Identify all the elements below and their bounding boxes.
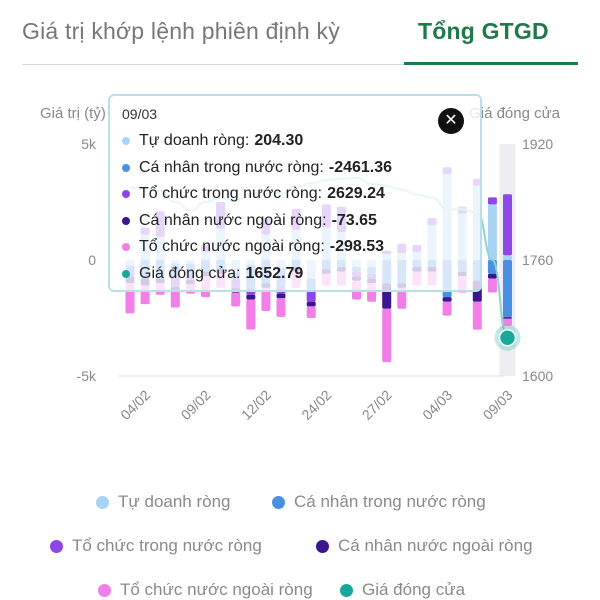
right-tick-label: 1760	[522, 252, 553, 268]
tooltip-panel: 09/03 ✕ Tự doanh ròng:204.30 Cá nhân tro…	[108, 94, 482, 292]
bar-segment	[503, 260, 512, 318]
legend-dot-icon	[272, 495, 285, 509]
x-tick-label: 12/02	[238, 387, 274, 423]
bar-segment	[503, 255, 512, 260]
bar-segment	[503, 194, 512, 256]
tooltip-row-label: Tổ chức trong nước ròng	[139, 185, 318, 203]
tooltip-row-label: Tổ chức nước ngoài ròng	[139, 238, 321, 256]
bar-segment	[487, 278, 497, 293]
dot-icon	[122, 216, 130, 225]
tab-periodic-matched-value[interactable]: Giá trị khớp lệnh phiên định kỳ	[22, 18, 340, 44]
x-tick-label: 04/02	[117, 387, 153, 423]
legend-dot-icon	[96, 495, 109, 509]
tooltip-row-value: -73.65	[331, 211, 377, 229]
close-icon[interactable]: ✕	[438, 108, 464, 134]
left-axis-ticks: 5k 0 -5k	[77, 136, 97, 384]
tooltip-row-value: 2629.24	[327, 185, 385, 203]
legend-item-ca-nhan-nuoc-ngoai[interactable]: Cá nhân nước ngoài ròng	[316, 536, 533, 556]
tooltip-row-value: -2461.36	[328, 158, 393, 176]
tooltip-row-to-chuc-trong-nuoc: Tổ chức trong nước ròng:2629.24	[122, 181, 392, 208]
legend-item-ca-nhan-trong-nuoc[interactable]: Cá nhân trong nước ròng	[272, 492, 486, 512]
bar-segment	[306, 290, 316, 302]
tooltip-row-label: Cá nhân nước ngoài ròng	[139, 211, 323, 229]
left-tick-label: 5k	[81, 136, 97, 152]
tab-bar: Giá trị khớp lệnh phiên định kỳ Tổng GTG…	[0, 0, 600, 66]
right-tick-label: 1920	[522, 136, 553, 152]
tooltip-row-ca-nhan-nuoc-ngoai: Cá nhân nước ngoài ròng: -73.65	[122, 208, 392, 235]
bar-segment	[397, 287, 407, 309]
legend-item-to-chuc-nuoc-ngoai[interactable]: Tổ chức nước ngoài ròng	[98, 580, 313, 600]
tooltip-row-value: -298.53	[329, 238, 385, 256]
bar-segment	[442, 297, 452, 302]
dot-icon	[122, 243, 130, 252]
tab-total-trading-value[interactable]: Tổng GTGD	[418, 18, 549, 44]
bar-segment	[306, 306, 316, 318]
legend-label: Cá nhân nước ngoài ròng	[338, 536, 533, 555]
dot-icon	[122, 137, 130, 146]
bar-segment	[246, 299, 256, 330]
bar-segment	[472, 301, 482, 330]
selected-point-marker[interactable]	[494, 324, 521, 351]
tooltip-date: 09/03	[122, 106, 158, 122]
right-axis-title: Giá đóng cửa	[469, 105, 561, 122]
dot-icon	[122, 190, 130, 199]
tooltip-row-label: Tự doanh ròng	[139, 132, 245, 150]
right-axis-ticks: 1920 1760 1600	[522, 136, 553, 384]
tooltip-row-label: Cá nhân trong nước ròng	[139, 158, 320, 176]
legend-label: Tổ chức nước ngoài ròng	[120, 580, 313, 599]
tooltip-row-gia-dong-cua: Giá đóng cửa:1652.79	[122, 261, 392, 288]
legend-dot-icon	[340, 583, 353, 597]
bar-segment	[503, 318, 512, 326]
legend-label: Tổ chức trong nước ròng	[72, 536, 262, 555]
bar-segment	[487, 273, 497, 279]
legend-label: Giá đóng cửa	[362, 580, 466, 599]
x-tick-label: 24/02	[298, 387, 334, 423]
tooltip-row-value: 1652.79	[245, 264, 304, 282]
legend-dot-icon	[316, 539, 329, 553]
bar-segment	[276, 293, 286, 299]
bar-segment	[442, 301, 452, 316]
left-tick-label: 0	[88, 252, 96, 268]
tooltip-row-ca-nhan-trong-nuoc: Cá nhân trong nước ròng: -2461.36	[122, 155, 392, 182]
legend-item-tu-doanh[interactable]: Tự doanh ròng	[96, 492, 231, 512]
tab-divider	[22, 64, 578, 65]
legend-dot-icon	[98, 583, 111, 597]
bar-segment	[306, 301, 316, 307]
x-tick-label: 04/03	[419, 387, 455, 423]
dot-icon	[122, 269, 130, 278]
legend-item-gia-dong-cua[interactable]: Giá đóng cửa	[340, 580, 465, 600]
x-tick-label: 27/02	[359, 387, 395, 423]
bar-segment	[276, 298, 286, 317]
tooltip-row-value: 204.30	[254, 132, 304, 150]
x-axis-ticks: 04/02 09/02 12/02 24/02 27/02 04/03 09/03	[117, 387, 516, 423]
active-tab-indicator	[404, 62, 578, 65]
bar-segment	[231, 292, 241, 307]
legend-dot-icon	[50, 539, 63, 553]
bar-segment	[261, 287, 271, 312]
legend-item-to-chuc-trong-nuoc[interactable]: Tổ chức trong nước ròng	[50, 536, 262, 556]
tooltip-row-tu-doanh: Tự doanh ròng:204.30	[122, 128, 392, 155]
legend-label: Tự doanh ròng	[118, 492, 231, 511]
left-tick-label: -5k	[77, 368, 97, 384]
bar-segment	[487, 204, 497, 260]
marker-dot	[498, 328, 517, 347]
bar-segment	[170, 291, 180, 308]
x-tick-label: 09/03	[480, 387, 516, 423]
bar-segment	[382, 308, 392, 363]
tooltip-row-label: Giá đóng cửa	[139, 264, 236, 282]
legend-label: Cá nhân trong nước ròng	[294, 492, 486, 511]
bar-segment	[503, 317, 512, 319]
left-axis-title: Giá trị (tỷ)	[40, 105, 106, 122]
right-tick-label: 1600	[522, 368, 553, 384]
bar-segment	[246, 294, 256, 300]
tooltip-rows: Tự doanh ròng:204.30 Cá nhân trong nước …	[122, 128, 392, 287]
dot-icon	[122, 163, 130, 172]
tooltip-row-to-chuc-nuoc-ngoai: Tổ chức nước ngoài ròng: -298.53	[122, 234, 392, 261]
bar-segment	[487, 197, 497, 205]
x-tick-label: 09/02	[178, 387, 214, 423]
